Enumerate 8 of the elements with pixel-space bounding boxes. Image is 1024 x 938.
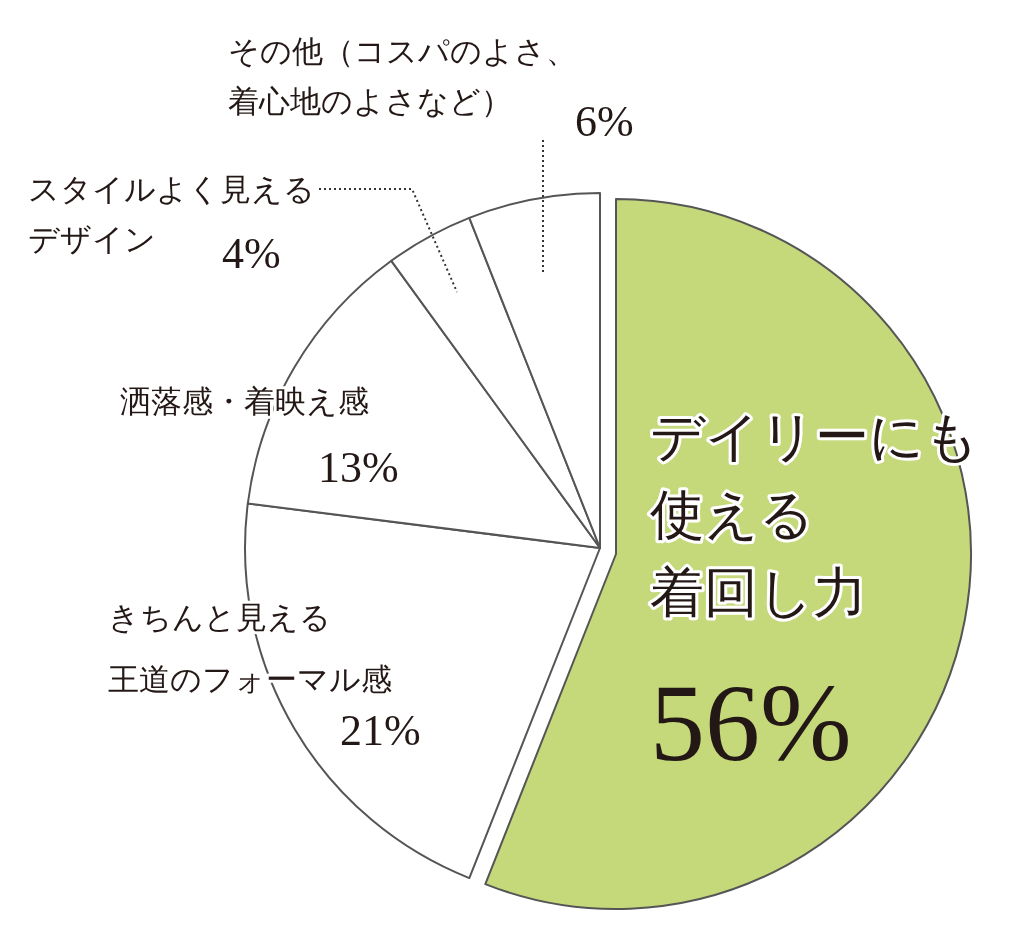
data-label: 21% <box>340 706 421 755</box>
slice-label: デイリーにも使える着回し力 <box>650 405 979 624</box>
slice-label: その他（コスパのよさ、着心地のよさなど） <box>228 33 577 119</box>
slice-label: 洒落感・着映え感 <box>120 383 369 419</box>
data-label: 13% <box>318 443 399 492</box>
data-label: 4% <box>222 229 281 278</box>
data-label: 6% <box>575 97 634 146</box>
data-label: 56% <box>650 662 852 784</box>
